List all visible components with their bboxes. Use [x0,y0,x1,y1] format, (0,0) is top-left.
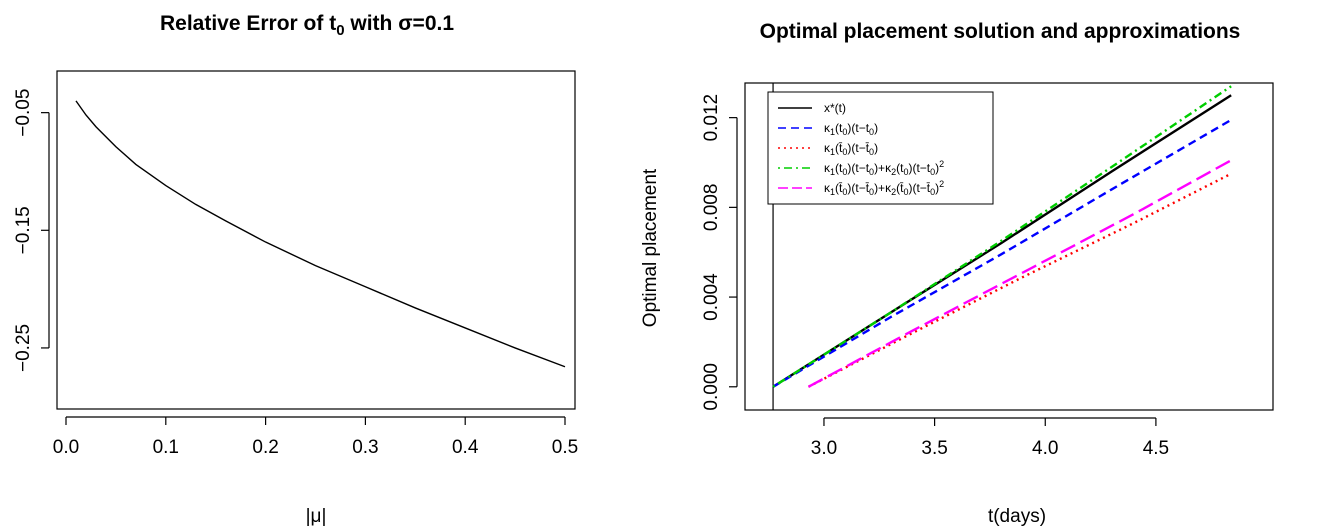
x-tick-label: 0.5 [552,437,578,458]
x-axis: 0.0 0.1 0.2 0.3 0.4 0.5 [53,416,578,458]
y-tick-label: −0.05 [13,89,34,137]
x-tick-label: 0.0 [53,437,79,458]
y-tick-label: 0.004 [701,273,722,321]
plot-frame [744,82,1274,411]
title-text: Relative Error of t [160,12,336,35]
y-tick-label: −0.25 [13,324,34,372]
chart-title: Optimal placement solution and approxima… [760,20,1241,43]
series-line-0 [75,100,566,368]
optimal-placement-chart: Optimal placement solution and approxima… [640,20,1274,527]
y-tick-label: 0.008 [701,184,722,232]
series-line-0 [772,94,1232,388]
series-line-3 [772,85,1232,388]
series-group [772,83,1232,410]
legend-label-1: κ1(t0)(t−t0) [824,121,878,137]
legend-label-4: κ1(t̄0)(t−t̄0)+κ2(t̄0)(t−t̄0)2 [824,179,944,197]
title-subscript: 0 [336,22,344,39]
x-axis-label: t(days) [988,506,1046,527]
x-tick-label: 3.0 [811,438,837,459]
legend-label-3: κ1(t0)(t−t0)+κ2(t0)(t−t0)2 [824,159,944,177]
x-tick-label: 0.2 [252,437,278,458]
x-tick-label: 4.0 [1032,438,1058,459]
legend-label-2: κ1(t̄0)(t−t̄0) [824,141,878,157]
x-tick-label: 0.3 [352,437,378,458]
x-tick-label: 0.1 [153,437,179,458]
x-tick-label: 4.5 [1143,438,1169,459]
y-axis-label: Optimal placement [640,168,661,327]
y-axis: −0.05 −0.15 −0.25 [13,89,50,372]
series-line-1 [772,118,1232,388]
title-text: with σ=0.1 [345,12,455,35]
x-tick-label: 3.5 [921,438,947,459]
y-tick-label: 0.000 [701,363,722,411]
legend-label-0: x*(t) [824,101,846,115]
x-tick-label: 0.4 [452,437,479,458]
series-line-4 [807,159,1232,388]
x-axis: 3.0 3.5 4.0 4.5 [811,417,1169,459]
y-axis: 0.000 0.004 0.008 0.012 [701,94,738,411]
relative-error-chart: Relative Error of t0 with σ=0.1 0.0 0.1 0.… [13,12,578,527]
chart-title: Relative Error of t0 with σ=0.1 [160,12,454,39]
series-line-2 [807,172,1232,388]
legend: x*(t) κ1(t0)(t−t0) κ1(t̄0)(t−t̄0) κ1(t0)(t−… [767,91,994,205]
series-group [75,100,566,368]
plot-frame [56,70,576,410]
y-tick-label: 0.012 [701,94,722,142]
x-axis-label: |μ| [306,506,327,527]
y-tick-label: −0.15 [13,206,34,254]
legend-box [767,91,994,205]
